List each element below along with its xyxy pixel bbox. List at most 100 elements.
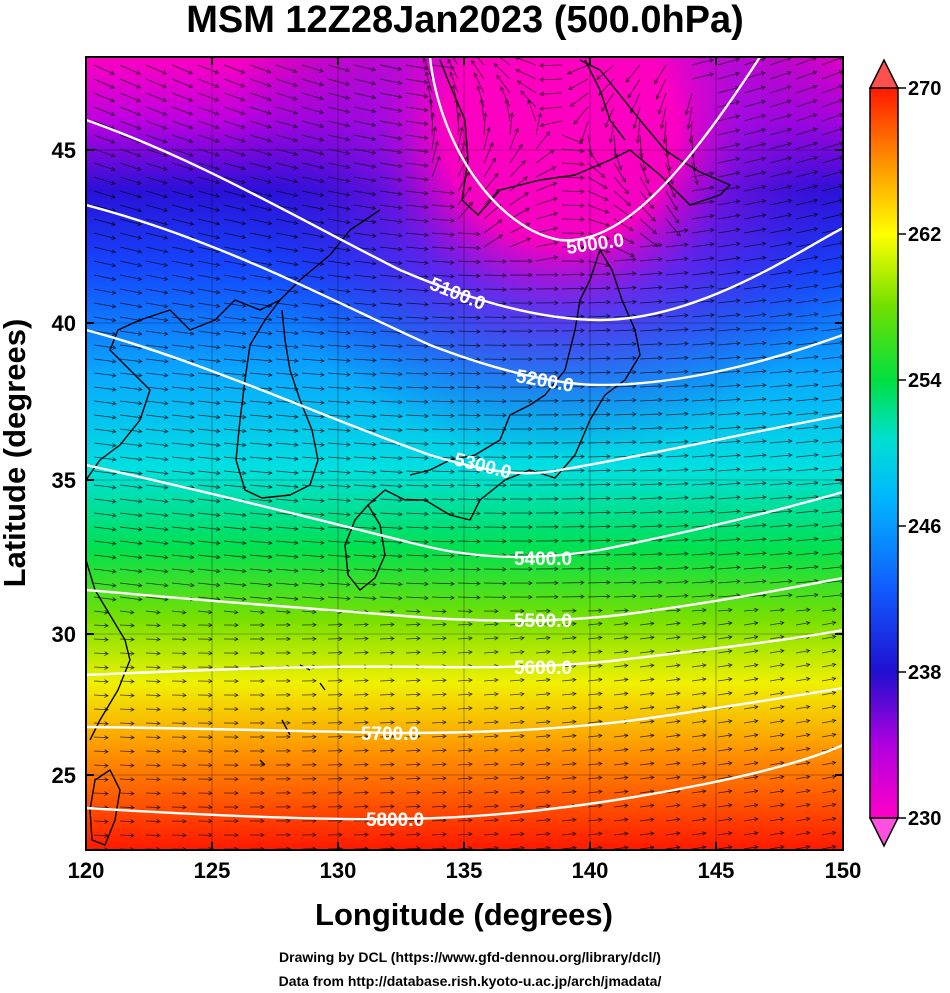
wind-arrow [717,312,741,318]
wind-arrow [821,774,837,780]
wind-arrow [223,176,247,185]
wind-arrow [665,228,689,234]
wind-arrow [431,776,447,781]
wind-arrow [743,817,759,822]
wind-arrow [496,74,511,94]
wind-arrow [171,288,195,295]
wind-arrow [145,232,169,240]
wind-arrow [197,176,220,185]
wind-arrow [795,127,818,136]
wind-arrow [452,57,459,66]
wind-arrow [717,495,741,500]
wind-arrow [587,356,611,361]
wind-arrow [535,166,557,178]
wind-arrow [691,213,715,220]
wind-arrow [301,762,317,768]
wind-arrow [613,369,637,375]
wind-arrow [769,760,785,766]
wind-arrow [743,453,767,458]
wind-arrow [249,484,273,490]
wind-arrow [483,525,507,530]
wind-arrow [743,761,759,766]
wind-arrow [197,358,221,364]
wind-arrow [587,328,611,333]
wind-arrow [327,78,351,87]
wind-arrow [353,120,377,128]
wind-arrow [665,299,689,304]
wind-arrow [769,227,793,234]
wind-arrow [639,355,663,361]
wind-arrow [665,761,681,766]
wind-arrow [665,284,689,290]
wind-arrow [379,134,403,141]
wind-arrow [353,748,369,753]
wind-arrow [539,77,563,82]
wind-arrow [717,691,733,696]
wind-arrow [561,761,577,767]
wind-arrow [613,509,637,515]
wind-arrow [275,540,299,546]
wind-arrow [587,218,610,227]
wind-arrow [561,580,585,585]
wind-arrow [691,579,715,584]
wind-arrow [119,218,143,227]
wind-arrow [483,719,499,725]
wind-arrow [795,494,819,500]
wind-arrow [197,204,221,212]
wind-arrow [483,126,491,150]
wind-arrow [171,120,194,130]
x-tick-label: 150 [825,858,862,883]
wind-arrow [275,134,299,143]
wind-arrow [665,719,681,724]
wind-arrow [561,831,577,837]
wind-arrow [250,622,265,628]
wind-arrow [769,522,793,528]
wind-arrow [275,456,299,462]
wind-arrow [665,270,689,276]
wind-arrow [327,428,351,433]
wind-arrow [249,428,273,434]
wind-arrow [613,411,637,417]
wind-arrow [665,537,689,543]
wind-arrow [327,734,343,739]
wind-arrow [795,760,811,766]
wind-arrow [691,775,707,780]
wind-arrow [327,498,351,503]
wind-arrow [665,148,672,172]
wind-arrow [535,300,559,306]
wind-arrow [431,218,455,223]
wind-arrow [119,442,143,448]
wind-arrow [249,554,273,560]
wind-arrow [613,635,629,640]
wind-arrow [769,732,785,738]
wind-arrow [249,470,273,476]
wind-arrow [275,748,291,754]
wind-arrow [405,776,421,781]
wind-arrow [717,156,741,164]
wind-arrow [613,565,637,571]
wind-arrow [119,120,142,130]
wind-arrow [301,190,325,198]
wind-arrow [821,522,843,528]
wind-arrow [743,439,767,444]
wind-arrow [275,762,291,768]
wind-arrow [119,777,135,782]
wind-arrow [483,581,507,586]
wind-arrow [171,386,195,392]
wind-arrow [509,608,525,614]
wind-arrow [665,677,681,682]
wind-arrow [171,791,187,796]
wind-arrow [769,141,793,150]
wind-arrow [379,427,403,433]
wind-arrow [353,134,377,141]
wind-arrow [431,622,447,627]
wind-arrow [769,607,785,613]
wind-arrow [327,400,351,405]
wind-arrow [743,789,759,794]
wind-arrow [223,582,247,588]
wind-arrow [483,287,507,292]
wind-arrow [821,676,837,682]
wind-arrow [379,469,403,475]
wind-arrow [119,288,143,295]
wind-arrow [431,301,455,307]
